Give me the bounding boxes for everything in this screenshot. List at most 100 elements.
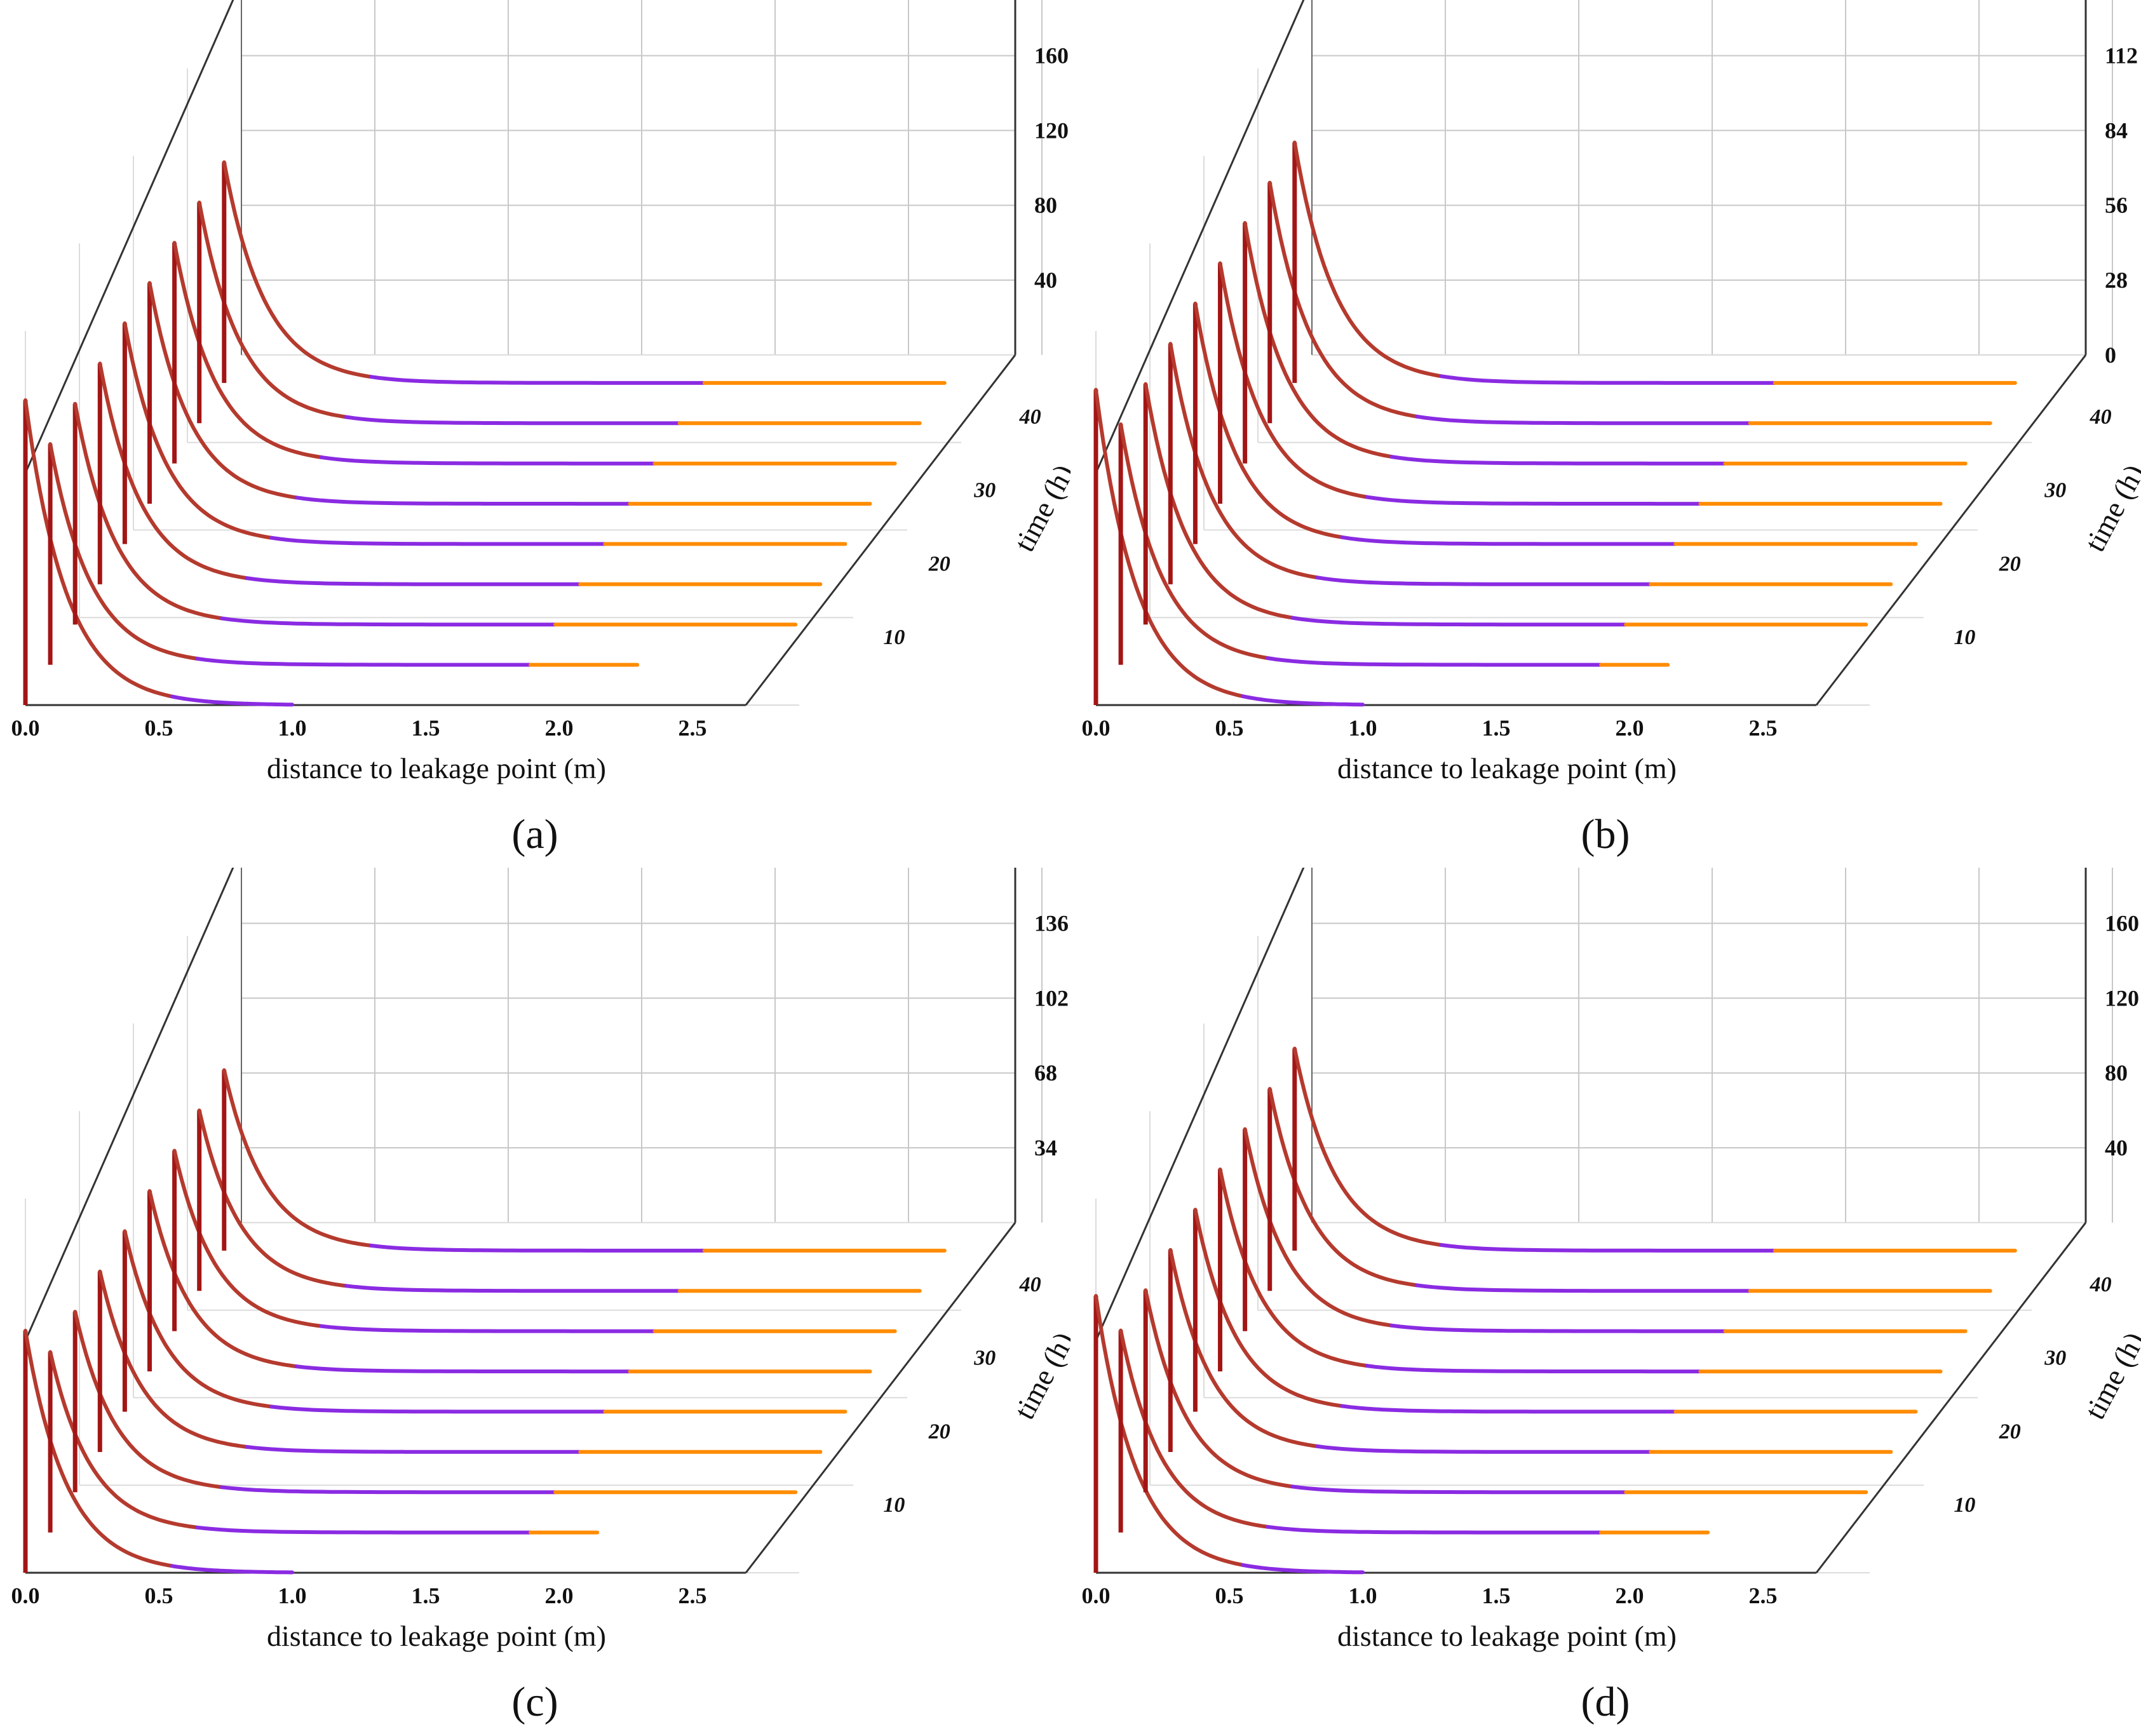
transition-segment [1340, 1404, 1678, 1414]
chart-d-svg: 0.00.51.01.52.02.5408012016020010203040d… [1082, 868, 2141, 1725]
x-tick-label: 2.0 [545, 1583, 574, 1608]
transition-segment [170, 694, 294, 707]
x-axis-label: distance to leakage point (m) [267, 1620, 606, 1652]
x-tick-label: 1.5 [412, 1583, 440, 1608]
time-tick-label: 40 [2090, 405, 2112, 429]
transition-segment [1439, 374, 1777, 385]
y-tick-label: 56 [2105, 192, 2128, 218]
time-axis-line [745, 1221, 1016, 1573]
x-tick-label: 0.5 [1215, 1583, 1244, 1608]
x-tick-label: 0.0 [11, 1583, 40, 1608]
x-tick-label: 0.0 [11, 715, 40, 741]
x-tick-label: 1.0 [1349, 715, 1377, 741]
time-axis-label: time (h) [2078, 459, 2141, 557]
y-tick-label: 136 [1034, 911, 1069, 936]
y-tick-label: 0 [2105, 342, 2116, 368]
x-tick-label: 0.0 [1082, 715, 1111, 741]
decay-segment [222, 160, 373, 379]
top-left-edge [1095, 868, 1305, 1342]
decay-segment [197, 200, 348, 419]
chart-panel-d: 0.00.51.01.52.02.5408012016020010203040d… [1070, 868, 2141, 1735]
time-tick-label: 20 [1999, 552, 2021, 575]
x-tick-label: 0.5 [1215, 715, 1244, 741]
series-group [23, 160, 947, 707]
chart-a-svg: 0.00.51.01.52.02.5408012016020010203040d… [11, 0, 1070, 858]
transition-segment [1340, 535, 1678, 546]
y-tick-label: 40 [2105, 1135, 2128, 1161]
panel-caption: (c) [511, 1679, 558, 1725]
labels-group: 0.0 0.5 1.0 1.5 2.0 2.5 0 28 56 84 112 10 20 30 40 dist… [1082, 43, 2141, 858]
series-group [1093, 1046, 2017, 1575]
labels-group: 0.0 0.5 1.0 1.5 2.0 2.5 34 68 102 136 10 20 30 40 dist… [11, 911, 1071, 1725]
time-tick-label: 30 [2044, 1347, 2066, 1370]
transition-segment [1365, 1364, 1703, 1374]
y-tick-label: 80 [2105, 1060, 2128, 1086]
transition-segment [294, 495, 632, 506]
transition-segment [1290, 616, 1628, 627]
x-axis-label: distance to leakage point (m) [1337, 1620, 1677, 1652]
grid-group [1095, 0, 2113, 706]
chart-panel-c: 0.0 0.5 1.0 1.5 2.0 2.5 34 68 102 136 10 20 30 40 dist… [0, 868, 1070, 1735]
time-axis-line [745, 354, 1016, 706]
time-tick-label: 10 [1954, 626, 1975, 649]
time-tick-label: 10 [1954, 1493, 1975, 1517]
top-left-edge [1095, 0, 1305, 474]
y-tick-label: 120 [1034, 118, 1069, 143]
x-tick-label: 1.0 [278, 715, 307, 741]
transition-segment [1439, 1243, 1777, 1253]
y-tick-label: 160 [1034, 43, 1069, 69]
transition-segment [368, 1243, 706, 1253]
x-tick-label: 2.5 [679, 1583, 707, 1608]
decay-segment [1292, 1046, 1443, 1247]
chart-panel-a: 0.00.51.01.52.02.5408012016020010203040d… [0, 0, 1070, 868]
x-axis-label: distance to leakage point (m) [267, 752, 606, 784]
x-tick-label: 0.0 [1082, 1583, 1111, 1608]
transition-segment [269, 535, 607, 546]
transition-segment [319, 455, 657, 466]
transition-segment [368, 375, 706, 385]
time-tick-label: 10 [883, 626, 905, 649]
chart-b-svg: 0.0 0.5 1.0 1.5 2.0 2.5 0 28 56 84 112 10 20 30 40 dist… [1082, 0, 2141, 858]
time-tick-label: 40 [1019, 1273, 1041, 1296]
x-tick-label: 1.0 [1349, 1583, 1377, 1608]
time-axis-label: time (h) [1008, 1327, 1070, 1425]
time-tick-label: 30 [973, 1347, 996, 1370]
panel-caption: (d) [1581, 1679, 1630, 1725]
chart-panel-b: 0.0 0.5 1.0 1.5 2.0 2.5 0 28 56 84 112 10 20 30 40 dist… [1070, 0, 2141, 868]
time-axis-label: time (h) [1008, 459, 1070, 557]
time-tick-label: 20 [928, 1420, 950, 1443]
x-tick-label: 0.5 [145, 715, 173, 741]
x-tick-label: 1.5 [412, 715, 440, 741]
transition-segment [195, 656, 533, 667]
time-tick-label: 30 [2044, 479, 2066, 502]
transition-segment [1389, 455, 1727, 466]
grid-group [25, 868, 1043, 1573]
transition-segment [170, 1564, 294, 1575]
transition-segment [1414, 414, 1752, 426]
transition-segment [1315, 575, 1653, 586]
y-tick-label: 160 [2105, 911, 2139, 936]
x-tick-label: 2.0 [545, 715, 574, 741]
y-tick-label: 28 [2105, 267, 2128, 293]
transition-segment [1241, 694, 1365, 707]
time-axis-label: time (h) [2078, 1327, 2141, 1425]
transition-segment [294, 1364, 632, 1374]
transition-segment [220, 616, 558, 627]
transition-segment [1266, 656, 1604, 667]
transition-segment [195, 1525, 533, 1535]
y-tick-label: 120 [2105, 985, 2139, 1011]
transition-segment [344, 1284, 682, 1293]
time-tick-label: 20 [928, 552, 950, 575]
x-tick-label: 2.5 [1749, 1583, 1778, 1608]
grid-group [1095, 868, 2113, 1573]
transition-segment [245, 576, 583, 586]
decay-segment [1243, 221, 1394, 459]
y-tick-label: 34 [1034, 1135, 1057, 1161]
transition-segment [269, 1404, 607, 1414]
y-tick-label: 102 [1034, 985, 1069, 1011]
time-tick-label: 30 [973, 479, 996, 502]
grid-group [25, 0, 1043, 706]
transition-segment [1241, 1563, 1365, 1575]
time-tick-label: 40 [1019, 405, 1041, 429]
y-tick-label: 80 [1034, 192, 1057, 218]
